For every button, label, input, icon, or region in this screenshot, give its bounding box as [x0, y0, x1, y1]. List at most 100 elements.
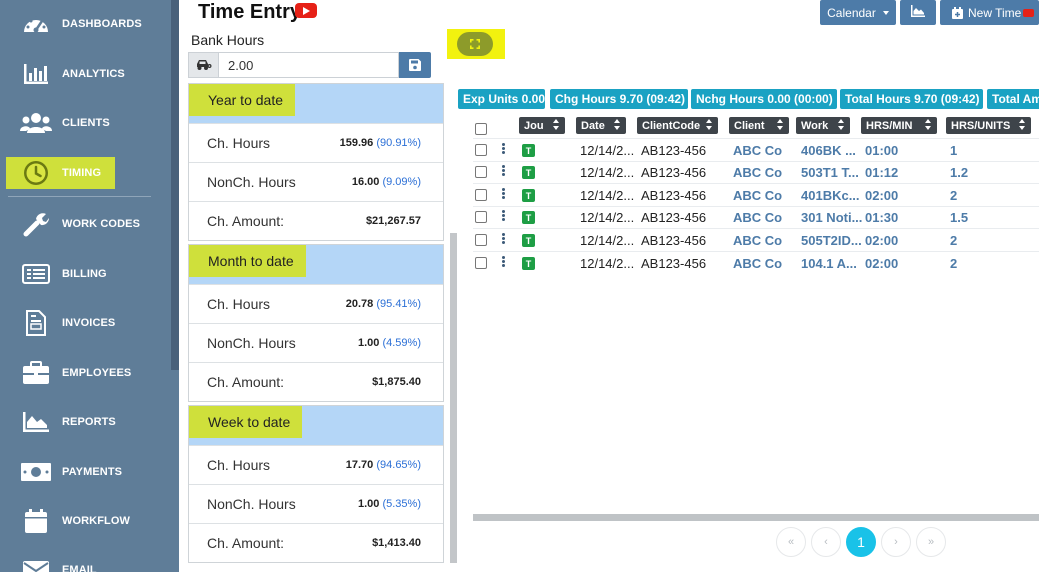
cell-work-link[interactable]: 401BKc... — [801, 188, 860, 203]
sort-icon — [1019, 119, 1026, 131]
column-header-hrs-units[interactable]: HRS/UNITS — [946, 117, 1031, 134]
sidebar-item-work-codes[interactable]: WORK CODES — [0, 206, 170, 242]
fullscreen-toggle-button[interactable] — [457, 32, 493, 56]
row-divider — [473, 183, 1039, 184]
sidebar-scrollbar[interactable] — [171, 0, 179, 370]
pagination-prev-button[interactable]: ‹ — [811, 527, 841, 557]
bank-hours-addon — [188, 52, 219, 78]
cell-work-link[interactable]: 301 Noti... — [801, 210, 863, 225]
sidebar-item-analytics[interactable]: ANALYTICS — [0, 56, 170, 92]
column-header-hrs-min[interactable]: HRS/MIN — [861, 117, 937, 134]
sidebar-item-timing[interactable]: TIMING — [6, 157, 115, 189]
calendar-plus-icon — [952, 6, 963, 19]
stat-label: NonCh. Hours — [207, 496, 296, 512]
stat-label: NonCh. Hours — [207, 174, 296, 190]
column-header-client-code[interactable]: ClientCode — [637, 117, 718, 134]
row-checkbox[interactable] — [475, 211, 487, 223]
sidebar-item-employees[interactable]: EMPLOYEES — [0, 355, 170, 391]
cell-work-link[interactable]: 406BK ... — [801, 143, 856, 158]
cell-work-link[interactable]: 104.1 A... — [801, 256, 857, 271]
row-menu-icon[interactable] — [502, 143, 505, 155]
sidebar-item-payments[interactable]: PAYMENTS — [0, 454, 170, 490]
sidebar-item-clients[interactable]: CLIENTS — [0, 105, 170, 141]
entry-type-badge: T — [522, 144, 535, 157]
pagination-next-button[interactable]: › — [881, 527, 911, 557]
panel-title: Year to date — [189, 84, 295, 116]
sidebar-item-billing[interactable]: BILLING — [0, 256, 170, 292]
stat-value: $1,875.40 — [372, 376, 421, 388]
money-icon — [20, 456, 52, 488]
week-to-date-panel: Week to date Ch. Hours 17.70 (94.65%) No… — [188, 405, 444, 563]
row-menu-icon[interactable] — [502, 233, 505, 245]
row-menu-icon[interactable] — [502, 256, 505, 268]
stat-label: Ch. Amount: — [207, 535, 285, 551]
row-menu-icon[interactable] — [502, 210, 505, 222]
row-menu-icon[interactable] — [502, 188, 505, 200]
row-divider — [473, 161, 1039, 162]
chg-hours-badge: Chg Hours 9.70 (09:42) — [550, 89, 688, 109]
sidebar-item-workflow[interactable]: WORKFLOW — [0, 503, 170, 539]
entry-type-badge: T — [522, 189, 535, 202]
chart-button[interactable] — [900, 0, 936, 25]
sidebar-item-email[interactable]: EMAIL — [0, 552, 170, 572]
sidebar-item-dashboards[interactable]: DASHBOARDS — [0, 6, 170, 42]
cell-hrs-units: 1.5 — [950, 210, 969, 225]
entry-type-badge: T — [522, 234, 535, 247]
cell-client-link[interactable]: ABC Co — [733, 233, 783, 248]
column-header-work[interactable]: Work — [796, 117, 850, 134]
gauge-icon — [20, 8, 52, 40]
sidebar-item-label: PAYMENTS — [62, 466, 123, 478]
cell-client-link[interactable]: ABC Co — [733, 165, 783, 180]
sidebar-item-label: WORKFLOW — [62, 515, 131, 527]
sidebar-item-label: EMPLOYEES — [62, 367, 132, 379]
wrench-icon — [20, 208, 52, 240]
new-time-button[interactable]: New Time — [940, 0, 1039, 25]
cell-client-link[interactable]: ABC Co — [733, 188, 783, 203]
row-checkbox[interactable] — [475, 144, 487, 156]
cell-hrs-min: 01:00 — [865, 143, 899, 158]
calendar-button-label: Calendar — [827, 5, 876, 20]
row-checkbox[interactable] — [475, 234, 487, 246]
cell-date: 12/14/2... — [580, 256, 635, 271]
cell-work-link[interactable]: 505T2ID... — [801, 233, 862, 248]
save-bank-hours-button[interactable] — [399, 52, 431, 78]
pagination-first-button[interactable]: « — [776, 527, 806, 557]
exp-units-badge: Exp Units 0.00 — [458, 89, 545, 109]
area-chart-icon — [911, 5, 925, 20]
sidebar-item-invoices[interactable]: INVOICES — [0, 305, 170, 341]
cell-client-link[interactable]: ABC Co — [733, 143, 783, 158]
column-header-jou[interactable]: Jou — [519, 117, 565, 134]
select-all-checkbox[interactable] — [475, 123, 487, 135]
youtube-icon[interactable] — [295, 3, 317, 18]
row-menu-icon[interactable] — [502, 165, 505, 177]
cell-client-link[interactable]: ABC Co — [733, 210, 783, 225]
column-header-client[interactable]: Client — [729, 117, 789, 134]
row-checkbox[interactable] — [475, 166, 487, 178]
row-checkbox[interactable] — [475, 257, 487, 269]
sidebar-item-reports[interactable]: REPORTS — [0, 404, 170, 440]
cell-work-link[interactable]: 503T1 T... — [801, 165, 859, 180]
cell-client-code: AB123-456 — [641, 165, 707, 180]
bank-hours-input[interactable] — [218, 52, 399, 78]
pagination-page-1[interactable]: 1 — [846, 527, 876, 557]
panels-scrollbar[interactable] — [450, 233, 457, 563]
cell-client-link[interactable]: ABC Co — [733, 256, 783, 271]
panel-header: Week to date — [189, 406, 443, 445]
column-header-date[interactable]: Date — [576, 117, 626, 134]
stat-label: NonCh. Hours — [207, 335, 296, 351]
cell-date: 12/14/2... — [580, 233, 635, 248]
sort-icon — [553, 119, 560, 131]
sidebar-item-label: ANALYTICS — [62, 68, 125, 80]
row-divider — [473, 206, 1039, 207]
row-checkbox[interactable] — [475, 189, 487, 201]
calendar-dropdown-button[interactable]: Calendar — [820, 0, 896, 25]
save-icon — [409, 59, 421, 71]
pagination-last-button[interactable]: » — [916, 527, 946, 557]
table-horizontal-scrollbar[interactable] — [473, 514, 1039, 521]
sort-icon — [777, 119, 784, 131]
panel-header: Year to date — [189, 84, 443, 123]
entry-type-badge: T — [522, 257, 535, 270]
cell-client-code: AB123-456 — [641, 143, 707, 158]
envelope-icon — [20, 554, 52, 572]
stat-row: Ch. Hours 20.78 (95.41%) — [189, 284, 443, 323]
